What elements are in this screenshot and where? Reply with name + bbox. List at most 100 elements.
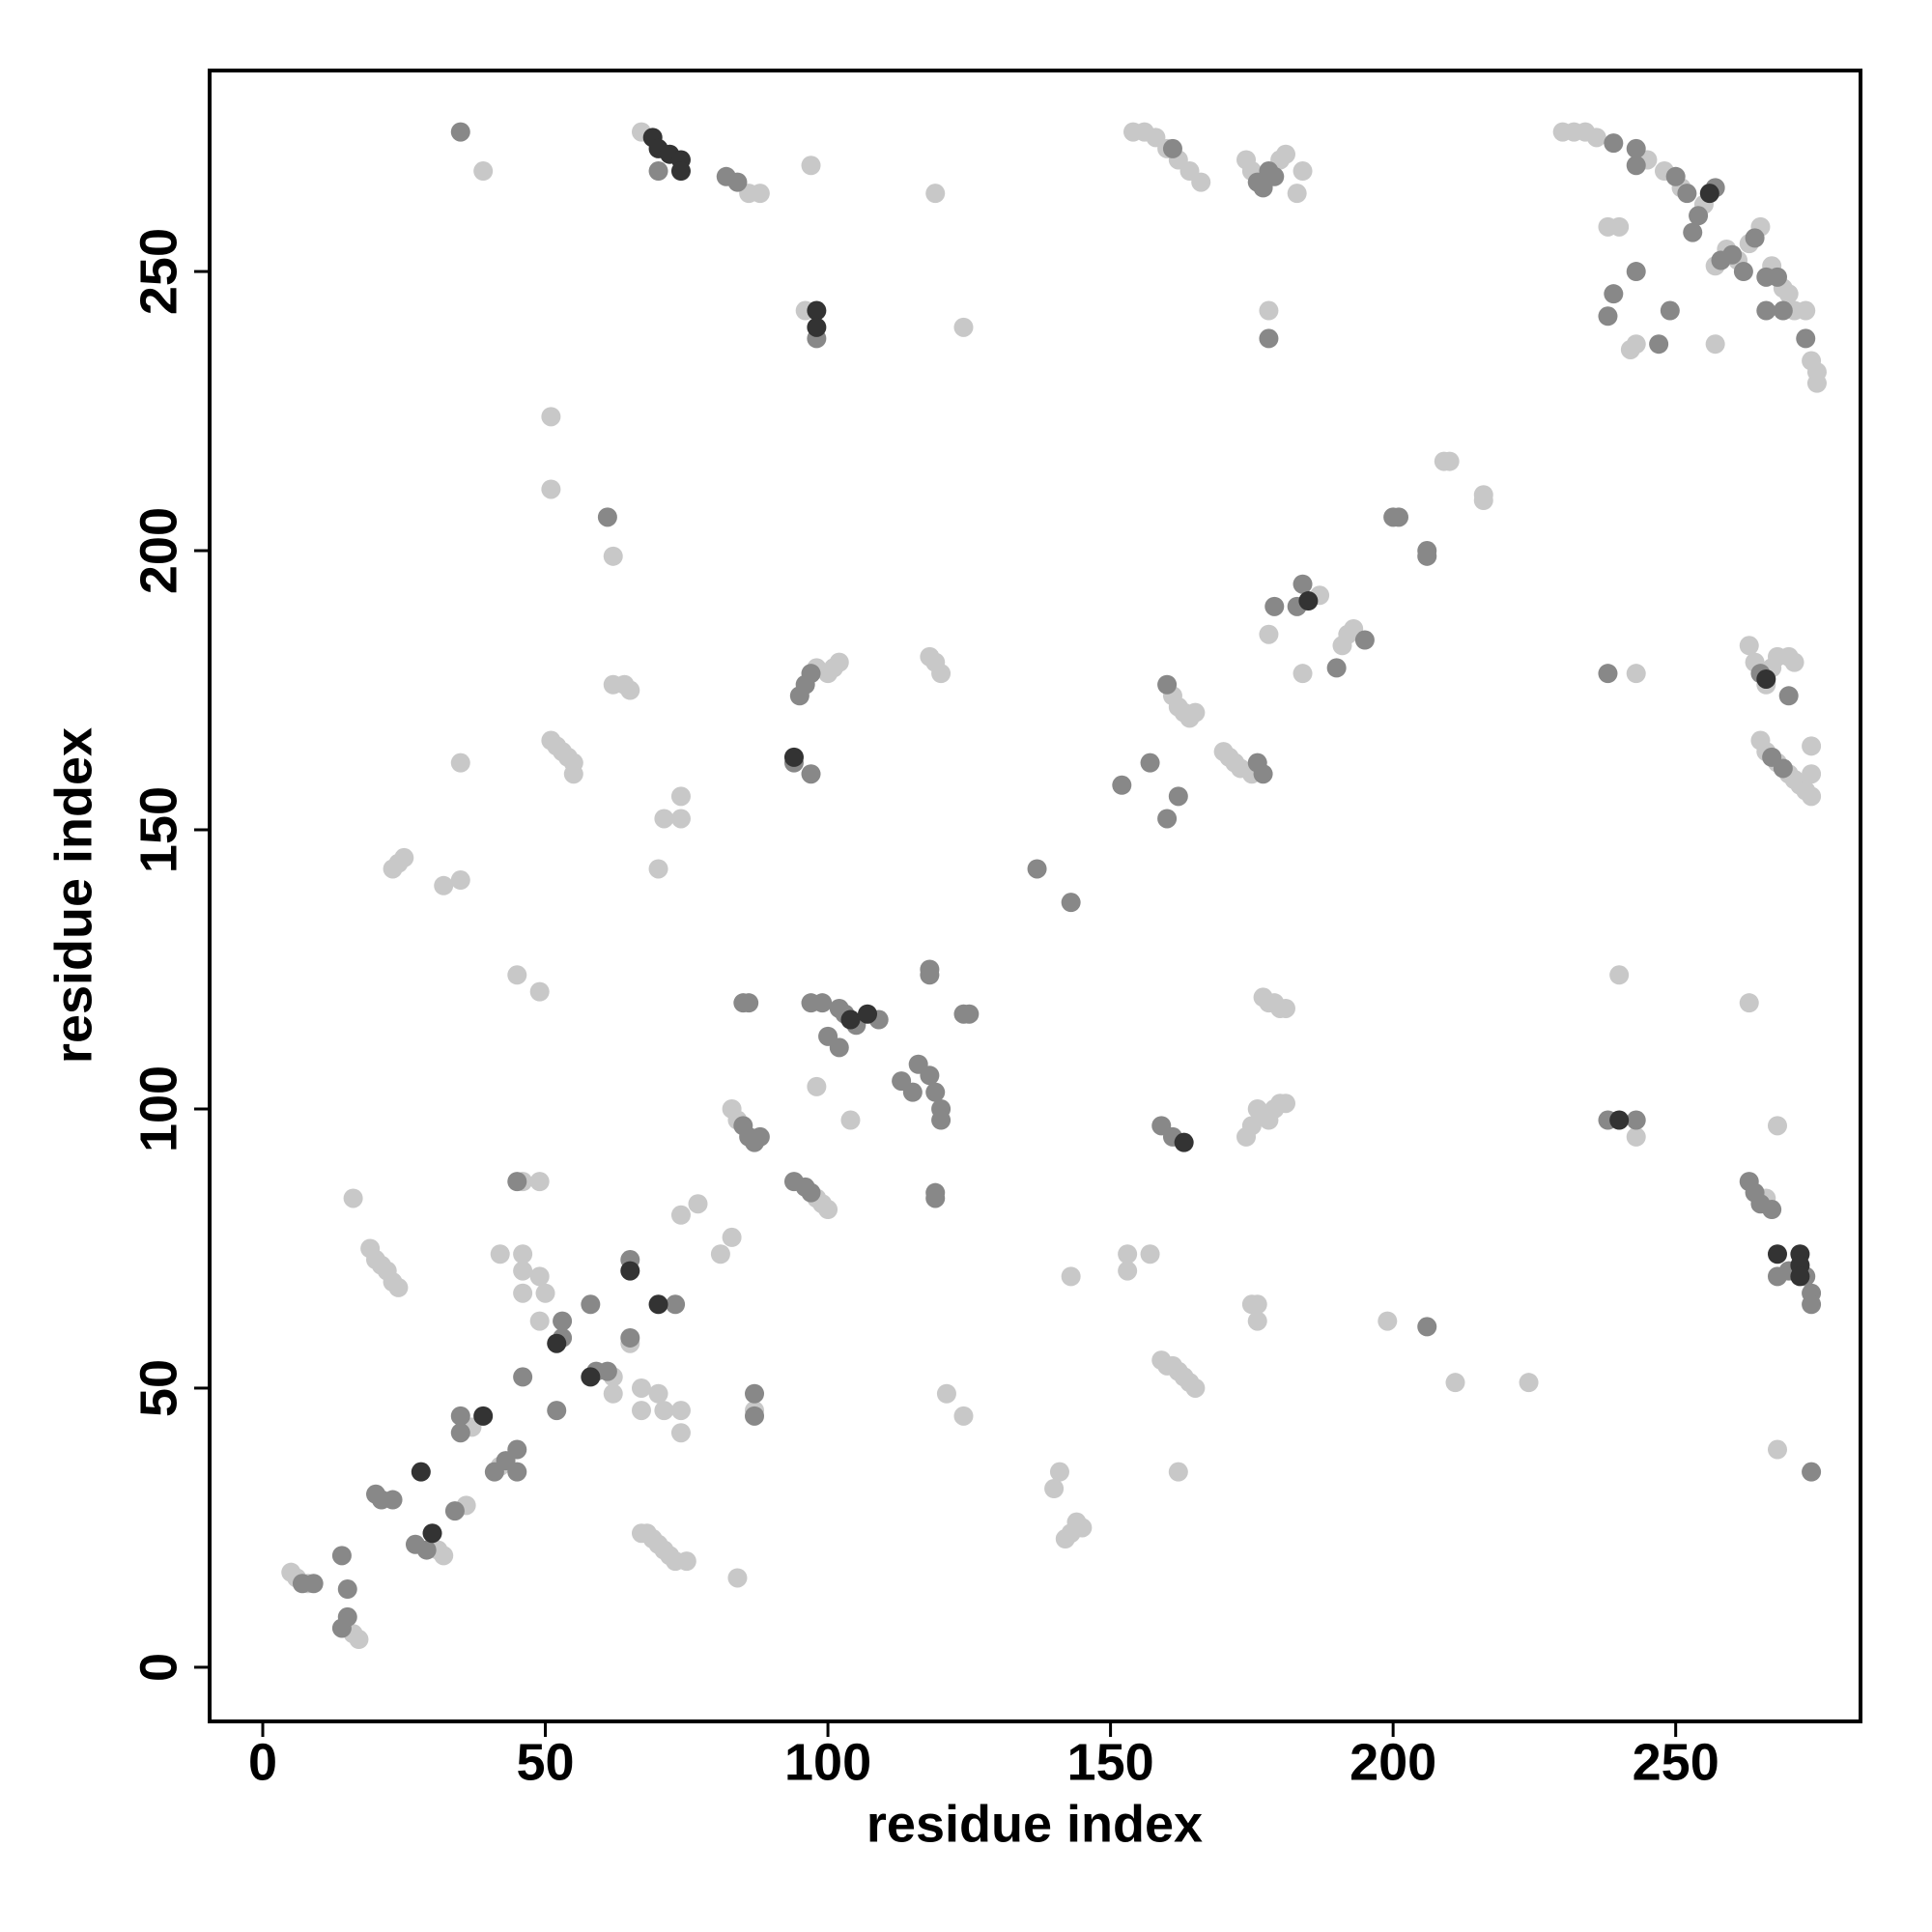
y-tick-label: 250 <box>129 228 187 315</box>
point <box>541 479 561 499</box>
point <box>337 1606 357 1627</box>
point <box>1626 1126 1646 1147</box>
point <box>920 965 940 985</box>
point <box>1072 1518 1093 1538</box>
point <box>1665 166 1686 186</box>
point <box>581 1367 601 1387</box>
point <box>1609 1110 1630 1130</box>
point <box>303 1574 324 1594</box>
point <box>1378 1311 1398 1331</box>
point <box>1519 1373 1539 1393</box>
point <box>1247 1294 1267 1315</box>
point <box>648 161 668 182</box>
point <box>818 1200 838 1220</box>
point <box>1140 753 1160 773</box>
point <box>925 1188 946 1208</box>
point <box>750 184 770 204</box>
point <box>1773 758 1793 779</box>
point <box>1689 206 1709 226</box>
point <box>1293 574 1313 594</box>
point <box>920 1065 940 1086</box>
point <box>750 1126 770 1147</box>
point <box>529 981 550 1002</box>
point <box>1157 674 1178 695</box>
point <box>710 1244 730 1264</box>
point <box>829 652 849 672</box>
point <box>473 1406 494 1426</box>
point <box>1473 485 1493 505</box>
point <box>541 407 561 427</box>
point <box>620 680 640 700</box>
point <box>745 1383 765 1404</box>
point <box>1767 1439 1787 1460</box>
point <box>801 764 821 784</box>
point <box>529 1266 550 1287</box>
point <box>1264 596 1285 616</box>
point <box>1259 624 1279 644</box>
point <box>670 1205 691 1225</box>
point <box>1784 652 1804 672</box>
point <box>1061 893 1081 913</box>
point <box>547 1401 567 1421</box>
point <box>1745 228 1765 248</box>
point <box>1445 1373 1465 1393</box>
point <box>547 1333 567 1353</box>
point <box>1598 306 1618 327</box>
point <box>383 1490 403 1510</box>
point <box>1247 1311 1267 1331</box>
point <box>1157 809 1178 829</box>
point <box>1586 128 1606 148</box>
point <box>953 1406 974 1426</box>
point <box>666 1294 686 1315</box>
point <box>1626 262 1646 282</box>
point <box>1626 156 1646 176</box>
point <box>1191 172 1211 192</box>
point <box>812 993 833 1013</box>
point <box>1790 1266 1810 1287</box>
point <box>648 859 668 879</box>
point <box>1626 1110 1646 1130</box>
point <box>840 1110 861 1130</box>
point <box>1118 1244 1138 1264</box>
point <box>473 161 494 182</box>
y-tick-label: 50 <box>129 1359 187 1417</box>
point <box>1275 1094 1295 1114</box>
point <box>331 1546 352 1566</box>
point <box>783 747 804 767</box>
point <box>1739 636 1759 656</box>
point <box>620 1327 640 1348</box>
point <box>513 1261 533 1281</box>
point <box>1598 664 1618 684</box>
point <box>349 1630 369 1650</box>
point <box>1796 300 1816 321</box>
point <box>1756 300 1776 321</box>
point <box>1722 244 1743 265</box>
point <box>529 1172 550 1192</box>
point <box>337 1579 357 1600</box>
x-tick-label: 0 <box>248 1733 277 1791</box>
point <box>1802 764 1822 784</box>
point <box>925 1082 946 1102</box>
point <box>507 1172 527 1192</box>
point <box>507 965 527 985</box>
y-tick-label: 150 <box>129 786 187 873</box>
point <box>727 1568 748 1588</box>
point <box>670 161 691 182</box>
point <box>450 753 470 773</box>
point <box>1733 262 1753 282</box>
point <box>931 664 952 684</box>
point <box>1762 1200 1782 1220</box>
point <box>450 1423 470 1443</box>
point <box>1162 138 1182 158</box>
point <box>603 546 623 566</box>
point <box>1253 764 1273 784</box>
point <box>1061 1266 1081 1287</box>
point <box>631 1378 651 1398</box>
point <box>1259 328 1279 349</box>
point <box>597 1361 617 1381</box>
point <box>1354 630 1375 650</box>
point <box>507 1439 527 1460</box>
point <box>1275 998 1295 1018</box>
point <box>394 847 414 867</box>
